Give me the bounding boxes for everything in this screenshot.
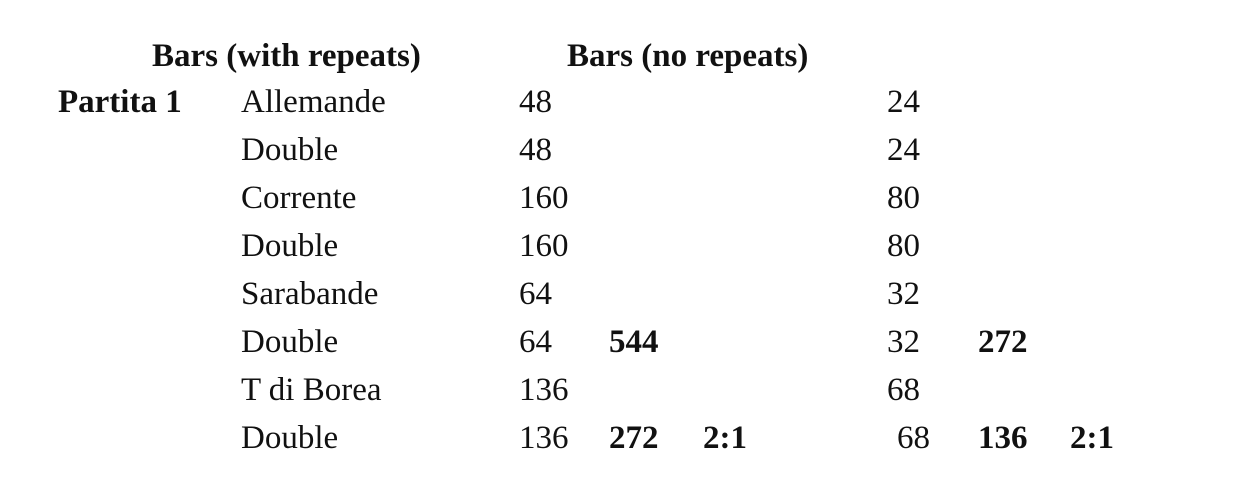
bars-no-repeats: 24 [887, 132, 920, 168]
movement-name: Double [241, 420, 339, 456]
bars-with-repeats: 48 [519, 132, 552, 168]
bars-with-repeats: 64 [519, 324, 552, 360]
movement-name: Double [241, 228, 339, 264]
header-bars-with-repeats: Bars (with repeats) [152, 38, 421, 74]
bars-with-repeats: 136 [519, 372, 569, 408]
bars-with-repeats: 160 [519, 180, 569, 216]
bars-no-repeats: 32 [887, 276, 920, 312]
bars-no-repeats: 24 [887, 84, 920, 120]
table-row: Double 136 272 2:1 68 136 2:1 [0, 418, 1239, 458]
bars-with-repeats: 64 [519, 276, 552, 312]
movement-name: Double [241, 132, 339, 168]
total-no-repeats: 136 [978, 420, 1028, 456]
table-row: Double 64 544 32 272 [0, 322, 1239, 362]
bars-with-repeats: 48 [519, 84, 552, 120]
bars-no-repeats: 80 [887, 180, 920, 216]
table-row: Allemande 48 24 [0, 82, 1239, 122]
ratio-with-repeats: 2:1 [703, 420, 747, 456]
total-with-repeats: 272 [609, 420, 659, 456]
bars-with-repeats: 160 [519, 228, 569, 264]
header-bars-no-repeats: Bars (no repeats) [567, 38, 809, 74]
movement-name: T di Borea [241, 372, 382, 408]
table-row: Double 160 80 [0, 226, 1239, 266]
table-row: Double 48 24 [0, 130, 1239, 170]
bars-with-repeats: 136 [519, 420, 569, 456]
movement-name: Sarabande [241, 276, 379, 312]
total-no-repeats: 272 [978, 324, 1028, 360]
movement-name: Double [241, 324, 339, 360]
table-row: Sarabande 64 32 [0, 274, 1239, 314]
movement-name: Allemande [241, 84, 386, 120]
bars-no-repeats: 68 [887, 372, 920, 408]
total-with-repeats: 544 [609, 324, 659, 360]
table-row: Corrente 160 80 [0, 178, 1239, 218]
ratio-no-repeats: 2:1 [1070, 420, 1114, 456]
group-label: Partita 1 [58, 84, 182, 120]
bars-no-repeats: 32 [887, 324, 920, 360]
bars-no-repeats: 80 [887, 228, 920, 264]
movement-name: Corrente [241, 180, 357, 216]
bars-no-repeats: 68 [897, 420, 930, 456]
table-row: T di Borea 136 68 [0, 370, 1239, 410]
